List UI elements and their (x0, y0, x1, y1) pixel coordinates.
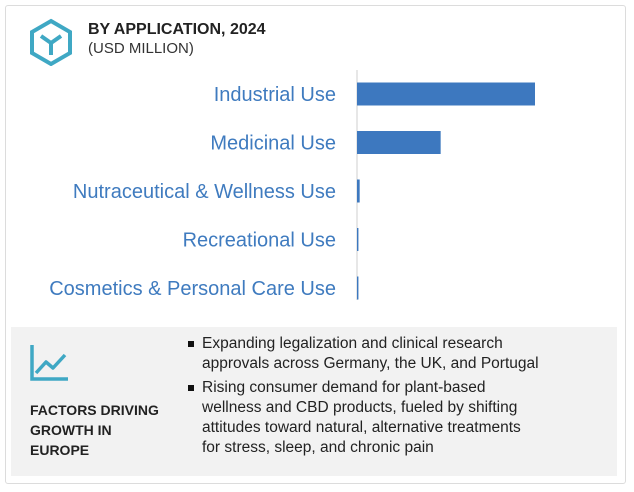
factors-title-line: FACTORS DRIVING (30, 402, 159, 418)
bullet-text: Rising consumer demand for plant-based w… (202, 379, 521, 456)
factors-panel (11, 327, 617, 476)
bar (357, 276, 359, 300)
trend-chart-icon (30, 345, 68, 381)
factors-title-line: GROWTH IN (30, 422, 112, 438)
chart-title: BY APPLICATION, 2024 (88, 21, 266, 38)
bar-chart: Industrial Use Medicinal Use Nutraceutical… (49, 70, 535, 300)
chart-subtitle: (USD MILLION) (88, 40, 194, 57)
bullet-square-icon (188, 385, 194, 391)
bullet-item: Expanding legalization and clinical rese… (188, 334, 604, 374)
bar (357, 179, 360, 203)
factors-title-line: EUROPE (30, 442, 90, 458)
bullet-text: Expanding legalization and clinical rese… (202, 335, 539, 372)
bullet-square-icon (188, 341, 194, 347)
factors-bullet-list: Expanding legalization and clinical rese… (188, 334, 604, 462)
category-label: Medicinal Use (210, 133, 336, 155)
category-label: Cosmetics & Personal Care Use (49, 278, 336, 300)
category-label: Recreational Use (183, 230, 336, 252)
bullet-item: Rising consumer demand for plant-based w… (188, 378, 604, 458)
bar (357, 228, 359, 251)
factors-title: FACTORS DRIVING GROWTH IN EUROPE (30, 400, 180, 460)
category-label: Nutraceutical & Wellness Use (73, 181, 336, 203)
category-label: Industrial Use (214, 84, 336, 106)
cube-hexagon-icon (30, 18, 72, 66)
bar (357, 82, 535, 106)
bar (357, 131, 441, 154)
